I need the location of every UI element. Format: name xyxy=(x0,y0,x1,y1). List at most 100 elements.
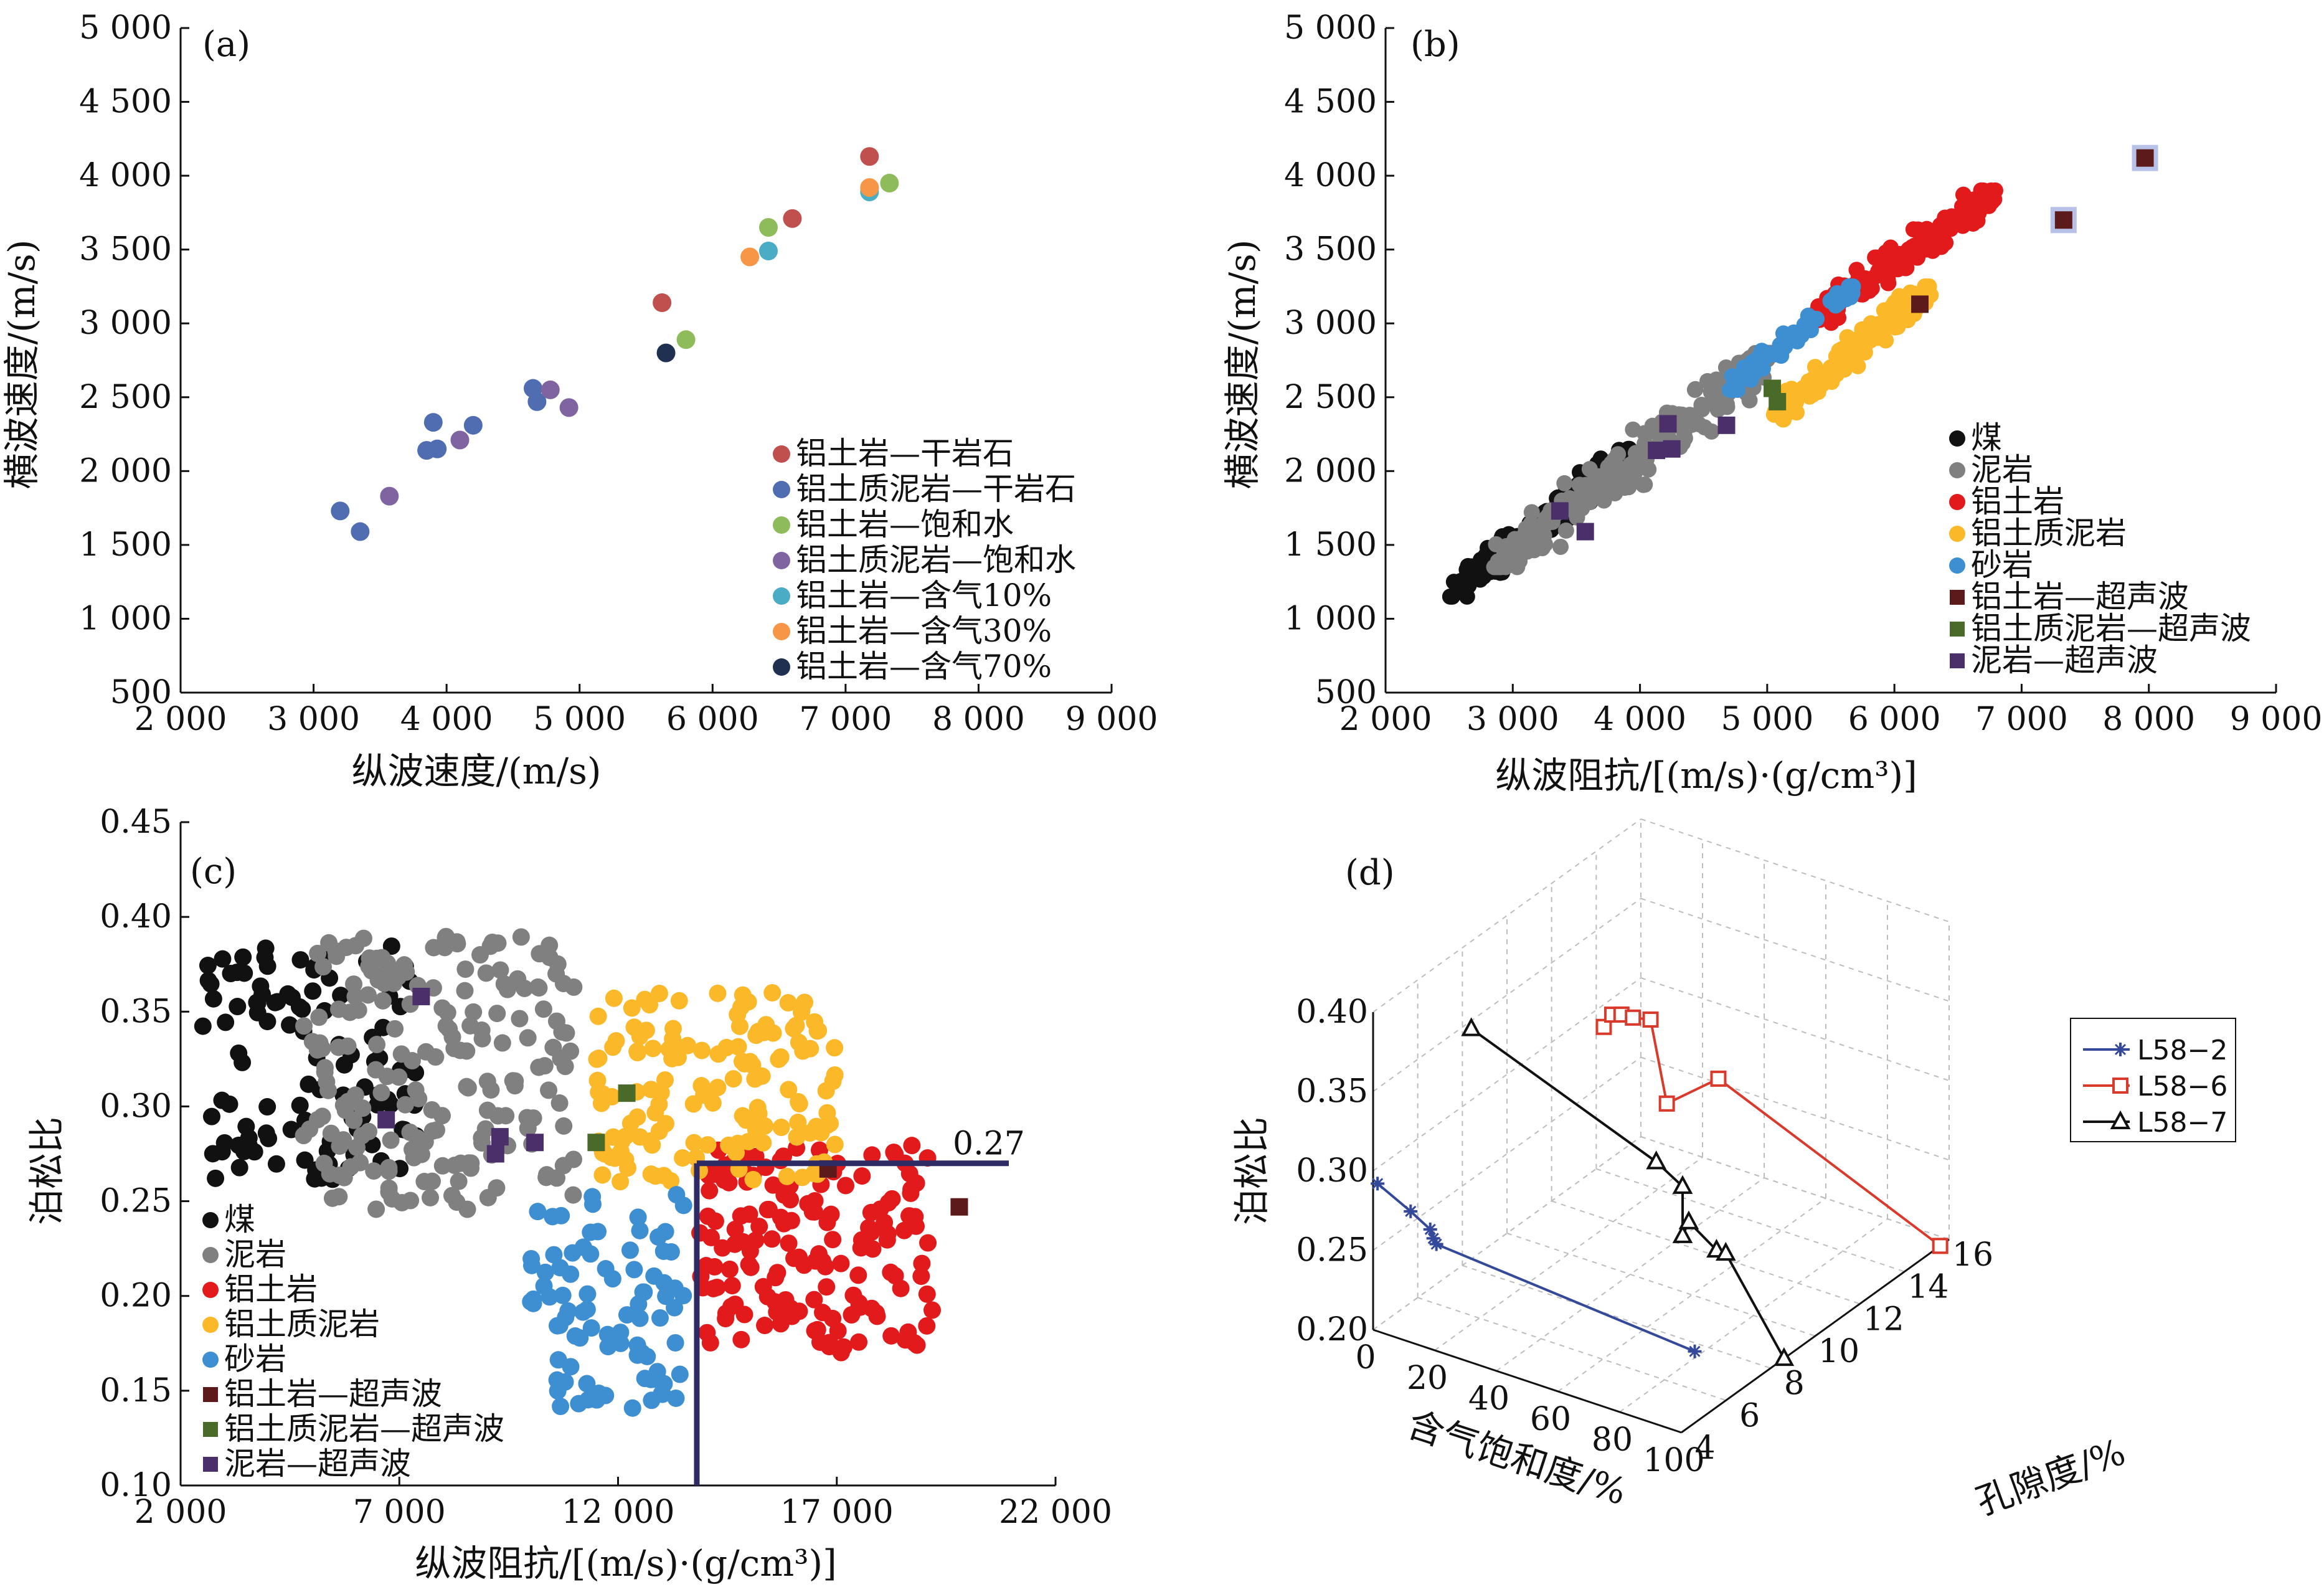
data-point xyxy=(450,1172,468,1190)
data-point xyxy=(578,1375,596,1393)
data-point xyxy=(427,1048,445,1066)
panel-a-points xyxy=(331,147,899,541)
data-point xyxy=(1557,522,1574,539)
data-point xyxy=(511,1010,529,1028)
panel-d-ylabel: 孔隙度/% xyxy=(1971,1431,2131,1523)
data-point xyxy=(636,990,654,1008)
y-tick-label: 2 500 xyxy=(79,379,172,416)
series-line xyxy=(1602,1013,1941,1247)
data-point xyxy=(1693,400,1710,417)
data-point xyxy=(1552,538,1569,555)
data-point xyxy=(621,1241,639,1259)
back-wall-grid-line xyxy=(1640,818,1950,922)
data-point xyxy=(801,1040,820,1058)
x-tick-label: 5 000 xyxy=(1721,701,1813,738)
x-tick-label: 6 000 xyxy=(1848,701,1941,738)
data-point xyxy=(701,1182,719,1200)
data-point xyxy=(194,1017,212,1035)
data-point xyxy=(818,1278,836,1296)
data-point xyxy=(544,1038,562,1056)
data-point xyxy=(530,979,548,997)
data-point-square xyxy=(2112,1078,2128,1094)
z-tick-label: 0.25 xyxy=(1296,1232,1368,1269)
legend-label: L58−2 xyxy=(2137,1035,2227,1066)
legend-marker xyxy=(1949,430,1965,447)
data-point xyxy=(919,1234,937,1252)
data-point xyxy=(346,988,364,1006)
panel-a-ylabel: 横波速度/(m/s) xyxy=(1,239,43,489)
data-point-square xyxy=(1769,392,1787,410)
data-point xyxy=(1442,588,1458,605)
data-point xyxy=(559,398,579,417)
back-wall-grid-line xyxy=(1640,1056,1950,1161)
data-point xyxy=(564,1186,582,1204)
legend-label: 泥岩—超声波 xyxy=(224,1446,411,1482)
data-point xyxy=(359,986,377,1004)
data-point xyxy=(217,1013,235,1031)
panel-b-axes: 2 000 3 000 4 000 5 000 6 000 7 000 8 000 9 000… xyxy=(1284,9,2322,738)
data-point xyxy=(750,1104,768,1122)
data-point-triangle xyxy=(1646,1150,1667,1170)
data-point xyxy=(1703,423,1720,440)
data-point xyxy=(380,486,399,506)
data-point xyxy=(237,1117,255,1135)
legend-label: 铝土质泥岩—干岩石 xyxy=(796,471,1076,507)
data-point xyxy=(368,1036,386,1054)
back-wall-grid-line xyxy=(1640,1136,1950,1240)
legend-marker xyxy=(202,1282,219,1298)
data-point xyxy=(880,173,899,192)
data-point xyxy=(790,1095,808,1113)
data-point xyxy=(605,989,623,1007)
data-point xyxy=(512,928,530,946)
legend-label: 铝土岩—饱和水 xyxy=(796,506,1014,542)
data-point xyxy=(199,957,217,975)
data-point xyxy=(443,1187,461,1205)
data-point xyxy=(202,1107,220,1125)
x-tick-label: 8 000 xyxy=(2102,701,2195,738)
data-point xyxy=(545,1246,563,1264)
x-tick-label: 4 000 xyxy=(400,701,493,738)
data-point xyxy=(1889,301,1906,318)
data-point xyxy=(779,994,797,1012)
data-point xyxy=(625,1018,643,1036)
z-tick-label: 0.30 xyxy=(1296,1152,1368,1190)
y-tick-label: 1 000 xyxy=(79,600,172,637)
y-tick-label: 4 000 xyxy=(1284,157,1377,194)
data-point xyxy=(670,992,688,1010)
data-point xyxy=(465,1003,483,1021)
legend-label: 铝土岩 xyxy=(224,1271,318,1307)
data-point xyxy=(623,999,641,1017)
data-point xyxy=(199,972,217,990)
data-point-square xyxy=(1551,502,1569,520)
data-point xyxy=(473,1134,491,1152)
data-point xyxy=(554,1157,572,1175)
data-point xyxy=(320,934,338,952)
data-point xyxy=(783,1307,801,1325)
data-point xyxy=(565,978,583,996)
legend-label: 泥岩 xyxy=(224,1236,286,1272)
data-point xyxy=(319,1081,338,1099)
x-tick-label: 2 000 xyxy=(135,701,227,738)
legend-marker xyxy=(773,552,790,569)
legend-marker xyxy=(773,658,790,676)
data-point xyxy=(1759,348,1775,364)
data-point xyxy=(531,945,549,963)
y-tick-label: 12 xyxy=(1863,1300,1904,1338)
data-point xyxy=(656,1115,674,1133)
data-point xyxy=(629,1208,647,1226)
data-point xyxy=(829,1322,847,1340)
panel-a-label: (a) xyxy=(202,24,250,65)
data-point xyxy=(235,964,253,982)
data-point xyxy=(535,1277,553,1295)
y-tick-label: 0.35 xyxy=(100,993,172,1030)
data-point xyxy=(726,1220,744,1238)
data-point xyxy=(878,1231,896,1249)
data-point xyxy=(433,1157,451,1175)
x-tick-label: 20 xyxy=(1407,1360,1448,1397)
y-tick-label: 4 500 xyxy=(1284,83,1377,121)
data-point xyxy=(832,1254,850,1272)
data-point xyxy=(801,1124,819,1142)
data-point xyxy=(740,247,760,267)
data-point xyxy=(706,1212,724,1230)
